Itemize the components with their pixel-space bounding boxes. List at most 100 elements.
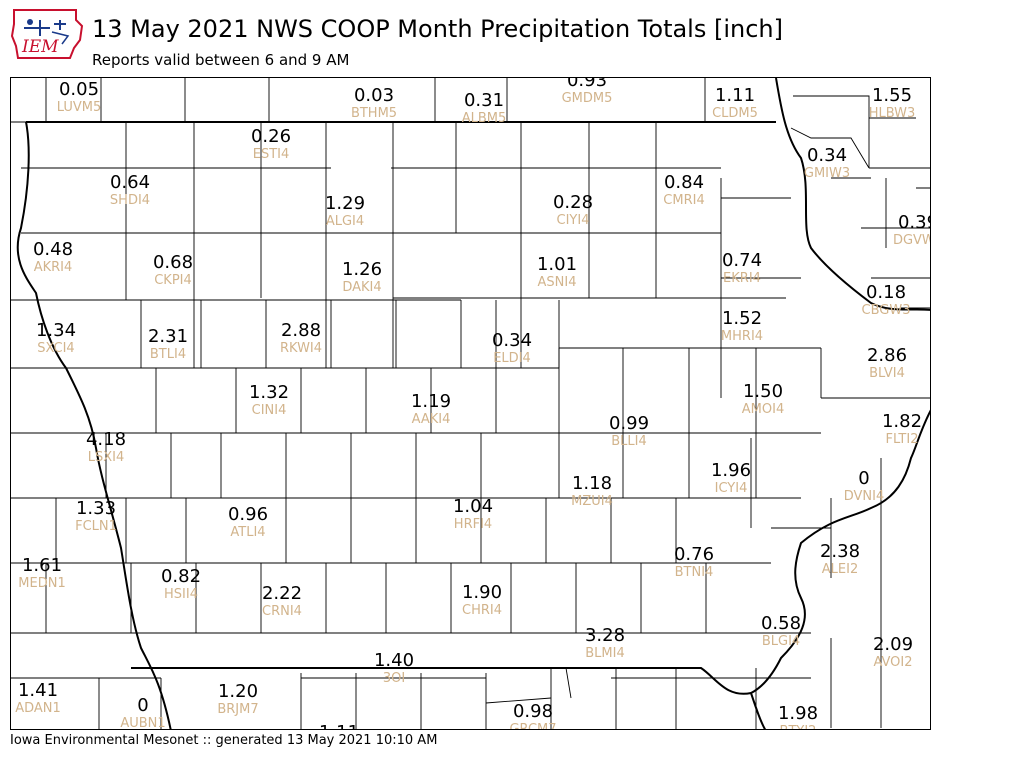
station-id: ALEI2 [822, 562, 858, 577]
station-value: 0.26 [251, 126, 291, 147]
station-id: CMRI4 [663, 193, 704, 208]
station-value: 0.03 [354, 85, 394, 106]
station-value: 0.98 [513, 701, 553, 722]
station-id: CINI4 [252, 403, 287, 418]
station-value: 1.52 [722, 308, 762, 329]
station-id: AUBN1 [120, 716, 165, 730]
station-id: BTYI2 [780, 724, 817, 730]
station-id: BTHM5 [351, 106, 397, 121]
station-value: 2.38 [820, 541, 860, 562]
station-value: 1.11 [715, 85, 755, 106]
station-value: 0.31 [464, 90, 504, 111]
station-value: 0.99 [609, 413, 649, 434]
station-value: 1.32 [249, 382, 289, 403]
station-id: BTLI4 [150, 347, 186, 362]
map-subtitle: Reports valid between 6 and 9 AM [92, 51, 350, 69]
station-id: LUVM5 [57, 100, 102, 115]
station-value: 0.93 [567, 78, 607, 91]
station-id: BLGI4 [762, 634, 800, 649]
station-value: 1.98 [778, 703, 818, 724]
station-id: DVNI4 [844, 489, 885, 504]
station-value: 0 [137, 695, 148, 716]
station-value: 0.96 [228, 504, 268, 525]
station-id: SXCI4 [37, 341, 74, 356]
station-value: 0.18 [866, 282, 906, 303]
station-value: 1.41 [18, 680, 58, 701]
station-value: 4.18 [86, 429, 126, 450]
station-id: ALBM5 [462, 111, 507, 126]
station-id: SHDI4 [110, 193, 150, 208]
station-id: 3OI [383, 671, 405, 686]
station-value: 1.82 [882, 411, 922, 432]
station-value: 0.84 [664, 172, 704, 193]
station-id: CBGW3 [862, 303, 911, 318]
station-value: 0.76 [674, 544, 714, 565]
station-id: MEDN1 [18, 576, 65, 591]
station-id: CKPI4 [154, 273, 192, 288]
station-id: HSII4 [164, 587, 198, 602]
station-id: FLTI2 [886, 432, 919, 447]
station-id: DAKI4 [342, 280, 381, 295]
station-value: 0.58 [761, 613, 801, 634]
station-id: BLMI4 [585, 646, 624, 661]
footer-credit: Iowa Environmental Mesonet :: generated … [10, 733, 438, 748]
station-value: 1.40 [374, 650, 414, 671]
precipitation-map: 0.05 LUVM5 0.03 BTHM5 0.31 ALBM5 0.93 GMDM5 1.11… [10, 77, 931, 730]
station-value: 0.34 [492, 330, 532, 351]
county-boundaries [11, 78, 930, 729]
station-value: 1.01 [537, 254, 577, 275]
state-borders [16, 78, 930, 729]
station-value: 0.28 [553, 192, 593, 213]
station-value: 0.34 [807, 145, 847, 166]
station-value: 2.09 [873, 634, 913, 655]
station-value: 2.22 [262, 583, 302, 604]
station-value: 1.26 [342, 259, 382, 280]
station-id: ICYI4 [715, 481, 748, 496]
station-value: 0.48 [33, 239, 73, 260]
station-id: CIYI4 [557, 213, 590, 228]
station-value: 0 [858, 468, 869, 489]
station-id: MZUI4 [571, 494, 613, 509]
station-value: 0.82 [161, 566, 201, 587]
station-id: GMIW3 [804, 166, 850, 181]
station-id: HRFI4 [454, 517, 492, 532]
station-value: 1.11 [319, 722, 359, 730]
station-id: EKRI4 [723, 271, 761, 286]
station-value: 1.33 [76, 498, 116, 519]
station-id: BLVI4 [869, 366, 905, 381]
station-value: 1.04 [453, 496, 493, 517]
station-value: 1.96 [711, 460, 751, 481]
station-id: CLDM5 [712, 106, 758, 121]
station-id: AMOI4 [742, 402, 784, 417]
station-id: BTNI4 [675, 565, 714, 580]
station-id: GRCM7 [509, 722, 556, 730]
station-value: 3.28 [585, 625, 625, 646]
station-id: BLLI4 [611, 434, 647, 449]
station-value: 0.74 [722, 250, 762, 271]
station-id: DGVW3 [893, 233, 931, 248]
station-value: 1.61 [22, 555, 62, 576]
station-value: 1.55 [872, 85, 912, 106]
station-value: 1.90 [462, 582, 502, 603]
station-value: 1.34 [36, 320, 76, 341]
station-id: LSXI4 [88, 450, 125, 465]
station-id: HLBW3 [869, 106, 916, 121]
station-value: 0.39 [898, 212, 931, 233]
station-id: ALGI4 [326, 214, 364, 229]
station-value: 1.29 [325, 193, 365, 214]
station-value: 2.31 [148, 326, 188, 347]
station-id: BRJM7 [217, 702, 258, 717]
station-id: ASNI4 [538, 275, 577, 290]
iem-logo: IEM [10, 6, 84, 60]
station-id: ESTI4 [253, 147, 290, 162]
station-id: GMDM5 [562, 91, 613, 106]
station-value: 0.64 [110, 172, 150, 193]
station-value: 2.88 [281, 320, 321, 341]
station-value: 0.05 [59, 79, 99, 100]
station-value: 2.86 [867, 345, 907, 366]
station-id: ELDI4 [493, 351, 531, 366]
station-id: AVOI2 [873, 655, 912, 670]
station-id: CRNI4 [262, 604, 302, 619]
